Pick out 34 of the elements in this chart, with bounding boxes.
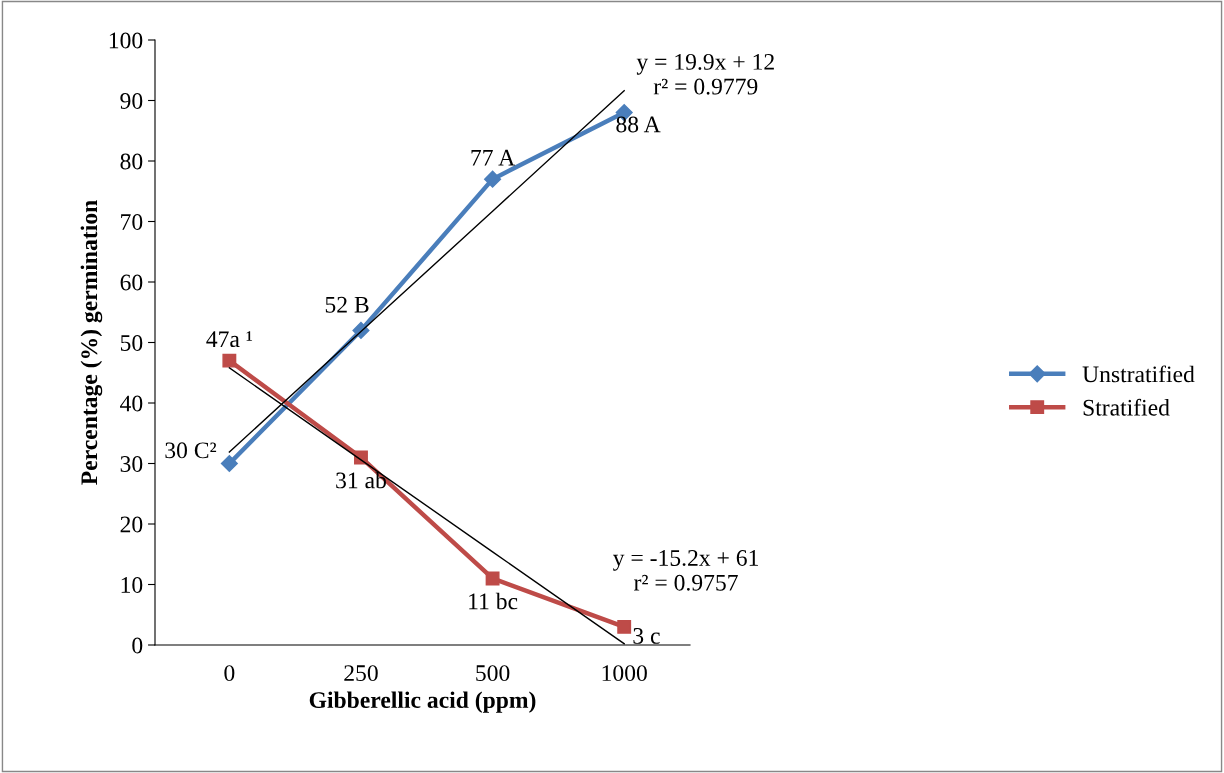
y-tick-label: 50 <box>120 334 143 351</box>
data-label: 31 ab <box>336 471 386 489</box>
x-axis-title: Gibberellic acid (ppm) <box>309 691 536 713</box>
y-axis-title: Percentage (%) germination <box>80 200 103 485</box>
legend-label: Unstratified <box>1082 365 1195 383</box>
point <box>484 170 502 188</box>
x-tick-label: 250 <box>344 665 378 682</box>
legend-label: Stratified <box>1083 398 1170 416</box>
data-label: 77 A <box>471 149 516 166</box>
annotation: y = -15.2x + 61 r² = 0.9757 <box>613 550 758 591</box>
data-label: 30 C² <box>165 442 217 459</box>
data-label: 11 bc <box>469 592 518 610</box>
data-label: 47a ¹ <box>206 331 253 348</box>
x-tick-label: 0 <box>224 665 235 682</box>
y-tick-label: 0 <box>132 637 143 654</box>
y-tick-label: 80 <box>120 153 143 170</box>
data-label: 3 c <box>633 628 660 644</box>
point <box>220 454 238 473</box>
y-tick-label: 10 <box>121 576 143 593</box>
y-tick-label: 20 <box>120 516 143 533</box>
x-tick-label: 1000 <box>602 665 647 682</box>
point <box>485 571 500 586</box>
y-tick-label: 40 <box>120 395 143 412</box>
y-tick-label: 100 <box>109 32 143 49</box>
y-tick-label: 30 <box>120 455 143 472</box>
point <box>222 353 237 368</box>
point <box>617 619 632 634</box>
y-tick-label: 70 <box>121 213 143 230</box>
x-tick-label: 500 <box>476 665 510 682</box>
annotation: y = 19.9x + 12 r² = 0.9779 <box>636 53 774 95</box>
data-label: 88 A <box>616 116 661 133</box>
y-tick-label: 60 <box>120 274 143 291</box>
data-label: 52 B <box>325 296 369 313</box>
y-tick-label: 90 <box>120 92 143 109</box>
